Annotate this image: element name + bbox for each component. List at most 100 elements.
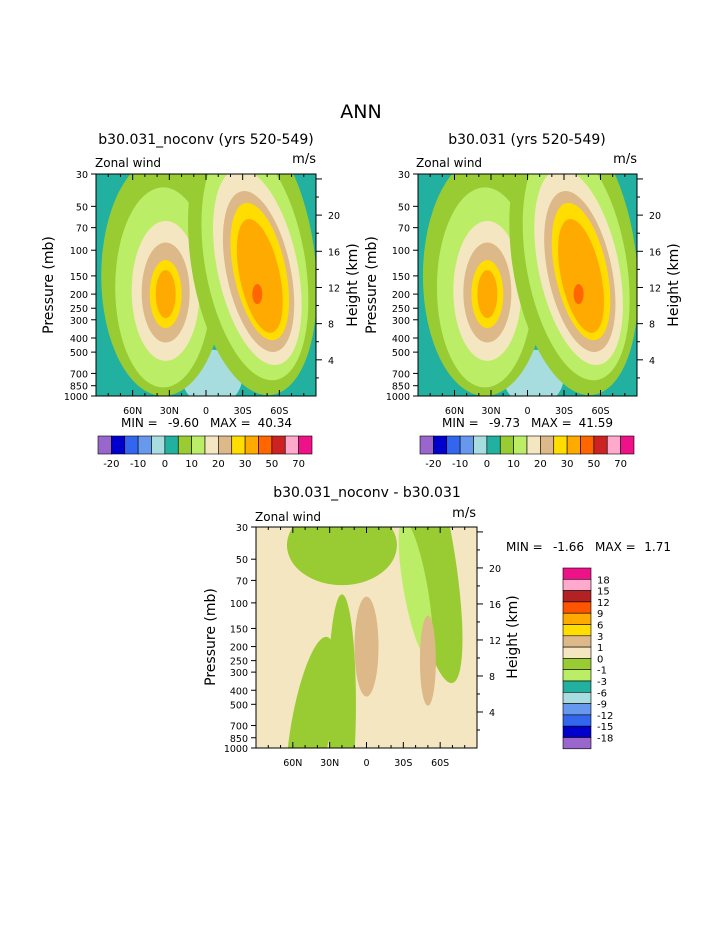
colorbar-swatch xyxy=(562,691,592,704)
height-tick-label: 8 xyxy=(489,672,495,683)
colorbar-swatch xyxy=(562,658,592,671)
contour-field xyxy=(422,174,637,396)
colorbar-swatch xyxy=(540,435,555,455)
latitude-tick-label: 0 xyxy=(524,406,530,417)
colorbar-swatch xyxy=(111,435,126,455)
colorbar-swatch xyxy=(137,435,152,455)
pressure-tick-label: 700 xyxy=(70,369,88,380)
colorbar-swatch xyxy=(562,737,592,750)
pressure-tick-label: 70 xyxy=(76,224,88,235)
colorbar-label: 70 xyxy=(292,459,305,470)
pressure-tick-label: 250 xyxy=(70,304,88,315)
pressure-tick-label: 500 xyxy=(392,348,410,359)
colorbar-swatch xyxy=(177,435,192,455)
colorbar-label: -1 xyxy=(597,666,607,677)
height-tick-label: 12 xyxy=(328,283,340,294)
pressure-tick-label: 200 xyxy=(392,290,410,301)
y-axis-label: Pressure (mb) xyxy=(364,236,380,334)
colorbar-swatch xyxy=(513,435,528,455)
max-value: 1.71 xyxy=(644,540,671,554)
colorbar-label: 0 xyxy=(484,459,490,470)
panel-subtitle: Zonal wind xyxy=(416,156,482,170)
units-label: m/s xyxy=(613,152,637,167)
latitude-tick-label: 30S xyxy=(234,406,252,417)
colorbar-label: 10 xyxy=(507,459,520,470)
height-tick-label: 16 xyxy=(489,600,501,611)
colorbar-label: -20 xyxy=(103,459,119,470)
colorbar-label: -6 xyxy=(597,688,607,699)
colorbar-swatch xyxy=(419,435,434,455)
contour-band xyxy=(252,284,263,305)
contour-band xyxy=(573,284,584,305)
pressure-tick-label: 1000 xyxy=(64,392,88,403)
colorbar-swatch xyxy=(566,435,581,455)
height-tick-label: 4 xyxy=(489,708,495,719)
colorbar-swatch xyxy=(499,435,514,455)
latitude-axis: 60N 30N 0 30S 60S xyxy=(417,174,638,417)
height-axis: 20 16 12 8 4 xyxy=(316,178,340,379)
page-title: ANN xyxy=(340,101,381,123)
colorbar-swatch xyxy=(593,435,608,455)
height-axis: 20 16 12 8 4 xyxy=(637,178,661,379)
pressure-tick-label: 700 xyxy=(230,722,248,733)
colorbar-label: 0 xyxy=(597,654,603,665)
colorbar-swatch xyxy=(620,435,635,455)
colorbar-label: 12 xyxy=(597,598,610,609)
contour-band xyxy=(286,527,397,586)
colorbar-label: 0 xyxy=(162,459,168,470)
pressure-tick-label: 250 xyxy=(392,304,410,315)
pressure-tick-label: 50 xyxy=(76,202,88,213)
max-value: 41.59 xyxy=(579,416,613,430)
colorbar-swatch xyxy=(562,578,592,591)
latitude-tick-label: 60N xyxy=(123,406,142,417)
colorbar-label: 50 xyxy=(266,459,279,470)
colorbar-swatch xyxy=(562,646,592,659)
colorbar-swatch xyxy=(562,567,592,580)
colorbar-swatch xyxy=(553,435,568,455)
height-tick-label: 12 xyxy=(649,283,661,294)
pressure-tick-label: 850 xyxy=(392,382,410,393)
latitude-tick-label: 30N xyxy=(320,758,339,769)
min-label: MIN = xyxy=(506,540,543,554)
latitude-tick-label: 30N xyxy=(481,406,500,417)
panel-top-right: b30.031 (yrs 520-549) Zonal wind m/s 30 5… xyxy=(364,132,682,470)
colorbar-swatch xyxy=(562,669,592,682)
pressure-tick-label: 500 xyxy=(230,700,248,711)
colorbar-swatch xyxy=(562,590,592,603)
height-tick-label: 20 xyxy=(328,211,340,222)
right-axis-label: Height (km) xyxy=(666,243,682,326)
pressure-tick-label: 30 xyxy=(236,523,248,534)
height-tick-label: 8 xyxy=(649,320,655,331)
colorbar: -20 -10 0 10 20 30 50 70 xyxy=(97,435,313,470)
panel-subtitle: Zonal wind xyxy=(255,510,321,524)
colorbar-label: 10 xyxy=(185,459,198,470)
colorbar-label: -10 xyxy=(452,459,468,470)
colorbar-swatch xyxy=(562,612,592,625)
pressure-tick-label: 250 xyxy=(230,657,248,668)
pressure-tick-label: 500 xyxy=(70,348,88,359)
min-value: -9.60 xyxy=(168,416,199,430)
colorbar-label: 30 xyxy=(239,459,252,470)
colorbar-swatch xyxy=(271,435,286,455)
colorbar-label: 20 xyxy=(212,459,225,470)
max-label: MAX = xyxy=(595,540,636,554)
colorbar-swatch xyxy=(244,435,259,455)
height-tick-label: 16 xyxy=(649,247,661,258)
latitude-tick-label: 60N xyxy=(283,758,302,769)
height-tick-label: 4 xyxy=(649,356,655,367)
latitude-tick-label: 0 xyxy=(203,406,209,417)
colorbar-swatch xyxy=(258,435,273,455)
pressure-tick-label: 150 xyxy=(392,272,410,283)
min-value: -9.73 xyxy=(489,416,520,430)
pressure-tick-label: 100 xyxy=(70,246,88,257)
colorbar-swatch xyxy=(526,435,541,455)
latitude-tick-label: 60S xyxy=(431,758,449,769)
pressure-tick-label: 300 xyxy=(70,316,88,327)
colorbar-swatch xyxy=(151,435,166,455)
colorbar-label: -18 xyxy=(597,734,613,745)
colorbar-swatch xyxy=(562,680,592,693)
contour-band xyxy=(477,270,498,319)
